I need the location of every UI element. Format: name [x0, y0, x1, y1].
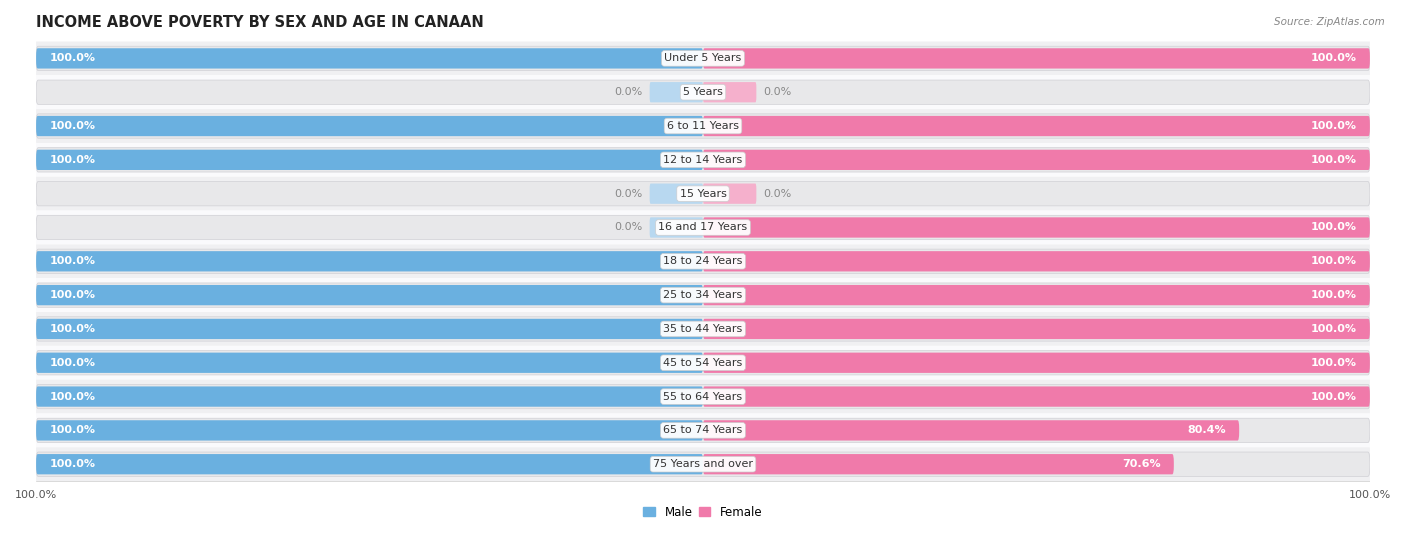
Text: 0.0%: 0.0%	[614, 189, 643, 198]
Text: 25 to 34 Years: 25 to 34 Years	[664, 290, 742, 300]
Text: 100.0%: 100.0%	[49, 391, 96, 401]
FancyBboxPatch shape	[703, 251, 1369, 272]
FancyBboxPatch shape	[37, 251, 703, 272]
FancyBboxPatch shape	[703, 183, 756, 204]
FancyBboxPatch shape	[37, 109, 1369, 143]
FancyBboxPatch shape	[37, 249, 1369, 273]
Text: 6 to 11 Years: 6 to 11 Years	[666, 121, 740, 131]
Text: 0.0%: 0.0%	[763, 87, 792, 97]
FancyBboxPatch shape	[703, 48, 1369, 69]
Text: 100.0%: 100.0%	[1310, 290, 1357, 300]
Text: 100.0%: 100.0%	[49, 155, 96, 165]
FancyBboxPatch shape	[37, 420, 703, 440]
FancyBboxPatch shape	[37, 386, 703, 407]
Text: 100.0%: 100.0%	[1310, 257, 1357, 266]
FancyBboxPatch shape	[650, 82, 703, 102]
FancyBboxPatch shape	[37, 346, 1369, 380]
FancyBboxPatch shape	[37, 143, 1369, 177]
FancyBboxPatch shape	[37, 114, 1369, 138]
FancyBboxPatch shape	[37, 385, 1369, 409]
FancyBboxPatch shape	[37, 182, 1369, 206]
Legend: Male, Female: Male, Female	[638, 501, 768, 523]
FancyBboxPatch shape	[703, 285, 1369, 305]
Text: 100.0%: 100.0%	[1310, 121, 1357, 131]
FancyBboxPatch shape	[37, 414, 1369, 447]
Text: 12 to 14 Years: 12 to 14 Years	[664, 155, 742, 165]
Text: 55 to 64 Years: 55 to 64 Years	[664, 391, 742, 401]
FancyBboxPatch shape	[37, 319, 703, 339]
FancyBboxPatch shape	[703, 319, 1369, 339]
FancyBboxPatch shape	[37, 46, 1369, 70]
Text: 70.6%: 70.6%	[1122, 459, 1160, 469]
Text: 100.0%: 100.0%	[49, 324, 96, 334]
Text: 100.0%: 100.0%	[49, 290, 96, 300]
FancyBboxPatch shape	[703, 454, 1174, 475]
FancyBboxPatch shape	[37, 211, 1369, 244]
FancyBboxPatch shape	[37, 75, 1369, 109]
Text: 0.0%: 0.0%	[614, 87, 643, 97]
Text: 80.4%: 80.4%	[1187, 425, 1226, 435]
FancyBboxPatch shape	[37, 452, 1369, 476]
Text: 100.0%: 100.0%	[49, 54, 96, 63]
Text: 35 to 44 Years: 35 to 44 Years	[664, 324, 742, 334]
FancyBboxPatch shape	[37, 150, 703, 170]
Text: 100.0%: 100.0%	[1310, 222, 1357, 233]
FancyBboxPatch shape	[37, 312, 1369, 346]
FancyBboxPatch shape	[37, 418, 1369, 443]
Text: 0.0%: 0.0%	[763, 189, 792, 198]
Text: 16 and 17 Years: 16 and 17 Years	[658, 222, 748, 233]
FancyBboxPatch shape	[37, 80, 1369, 105]
Text: Source: ZipAtlas.com: Source: ZipAtlas.com	[1274, 17, 1385, 27]
FancyBboxPatch shape	[37, 285, 703, 305]
Text: 75 Years and over: 75 Years and over	[652, 459, 754, 469]
FancyBboxPatch shape	[37, 317, 1369, 341]
Text: 100.0%: 100.0%	[1310, 324, 1357, 334]
Text: 45 to 54 Years: 45 to 54 Years	[664, 358, 742, 368]
FancyBboxPatch shape	[703, 116, 1369, 136]
Text: 15 Years: 15 Years	[679, 189, 727, 198]
Text: INCOME ABOVE POVERTY BY SEX AND AGE IN CANAAN: INCOME ABOVE POVERTY BY SEX AND AGE IN C…	[37, 15, 484, 30]
FancyBboxPatch shape	[37, 41, 1369, 75]
FancyBboxPatch shape	[37, 244, 1369, 278]
FancyBboxPatch shape	[37, 380, 1369, 414]
Text: 0.0%: 0.0%	[614, 222, 643, 233]
FancyBboxPatch shape	[37, 148, 1369, 172]
FancyBboxPatch shape	[703, 150, 1369, 170]
FancyBboxPatch shape	[37, 278, 1369, 312]
FancyBboxPatch shape	[37, 116, 703, 136]
Text: 100.0%: 100.0%	[1310, 358, 1357, 368]
FancyBboxPatch shape	[37, 215, 1369, 240]
Text: 18 to 24 Years: 18 to 24 Years	[664, 257, 742, 266]
FancyBboxPatch shape	[37, 48, 703, 69]
Text: 100.0%: 100.0%	[49, 257, 96, 266]
FancyBboxPatch shape	[37, 454, 703, 475]
FancyBboxPatch shape	[703, 217, 1369, 238]
FancyBboxPatch shape	[37, 283, 1369, 307]
FancyBboxPatch shape	[37, 177, 1369, 211]
Text: 100.0%: 100.0%	[1310, 391, 1357, 401]
Text: 5 Years: 5 Years	[683, 87, 723, 97]
Text: 100.0%: 100.0%	[49, 121, 96, 131]
Text: Under 5 Years: Under 5 Years	[665, 54, 741, 63]
FancyBboxPatch shape	[703, 82, 756, 102]
FancyBboxPatch shape	[37, 350, 1369, 375]
Text: 100.0%: 100.0%	[49, 358, 96, 368]
Text: 65 to 74 Years: 65 to 74 Years	[664, 425, 742, 435]
Text: 100.0%: 100.0%	[1310, 54, 1357, 63]
FancyBboxPatch shape	[703, 353, 1369, 373]
Text: 100.0%: 100.0%	[49, 459, 96, 469]
Text: 100.0%: 100.0%	[49, 425, 96, 435]
FancyBboxPatch shape	[37, 353, 703, 373]
FancyBboxPatch shape	[703, 420, 1239, 440]
FancyBboxPatch shape	[37, 447, 1369, 481]
FancyBboxPatch shape	[650, 217, 703, 238]
Text: 100.0%: 100.0%	[1310, 155, 1357, 165]
FancyBboxPatch shape	[703, 386, 1369, 407]
FancyBboxPatch shape	[650, 183, 703, 204]
